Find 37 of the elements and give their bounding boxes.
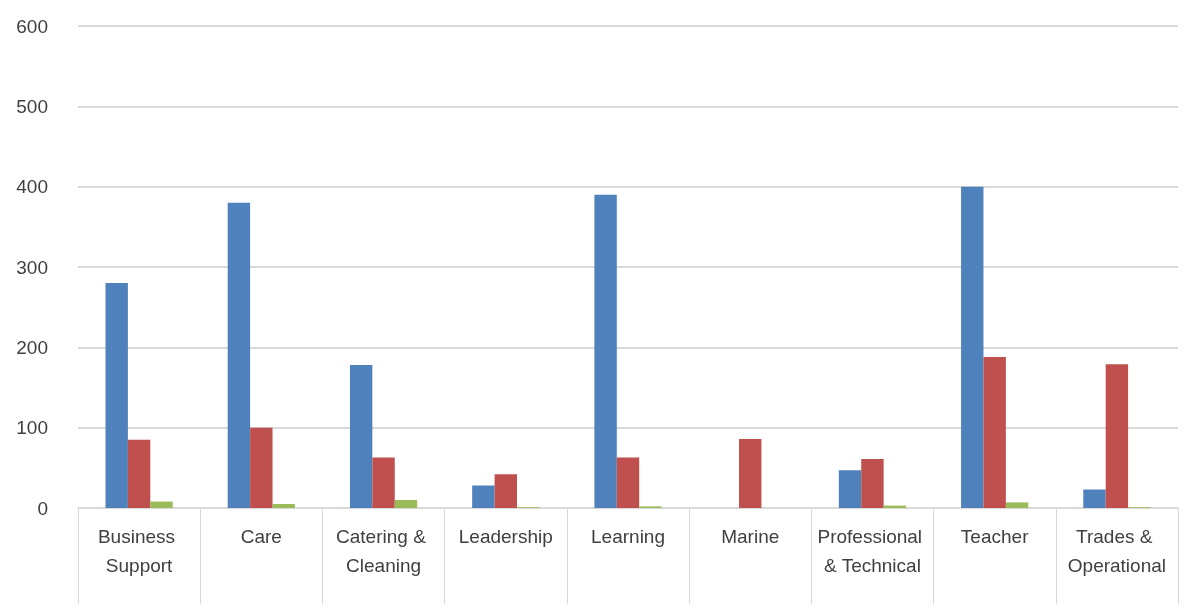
- bar: [861, 459, 884, 508]
- y-tick-label: 0: [37, 497, 48, 519]
- x-tick-label: Business Support: [97, 526, 181, 576]
- y-tick-label: 400: [16, 176, 48, 198]
- bar: [105, 283, 128, 508]
- bar: [227, 202, 251, 508]
- bar: [494, 474, 517, 508]
- y-tick-label: 200: [16, 336, 48, 358]
- bar: [1005, 502, 1029, 508]
- bar: [394, 499, 418, 508]
- x-tick-label: Leadership: [458, 526, 553, 547]
- x-tick-label: Learning: [591, 526, 665, 547]
- y-tick-label: 100: [16, 417, 48, 439]
- bar: [127, 439, 151, 508]
- x-tick-label: Trades & Operational: [1067, 526, 1167, 576]
- y-tick-label: 600: [16, 15, 48, 37]
- y-tick-label: 500: [16, 95, 48, 117]
- bar: [372, 457, 395, 508]
- bar: [594, 194, 617, 508]
- bar: [150, 501, 173, 508]
- bar: [1105, 364, 1129, 508]
- x-tick-label: Care: [240, 526, 282, 547]
- bar: [349, 365, 373, 508]
- bar: [739, 438, 762, 508]
- x-tick-label: Teacher: [960, 526, 1030, 547]
- x-tick-label: Professional & Technical: [817, 526, 928, 576]
- bar: [983, 356, 1006, 508]
- x-tick-label: Catering & Cleaning: [336, 526, 432, 576]
- y-tick-label: 300: [16, 256, 48, 278]
- bar: [838, 470, 862, 508]
- bar: [250, 427, 273, 508]
- bar: [616, 457, 640, 508]
- bar: [1083, 489, 1106, 508]
- bar: [272, 503, 295, 508]
- bar: [961, 186, 984, 508]
- bar: [472, 485, 495, 508]
- x-tick-label: Marine: [721, 526, 780, 547]
